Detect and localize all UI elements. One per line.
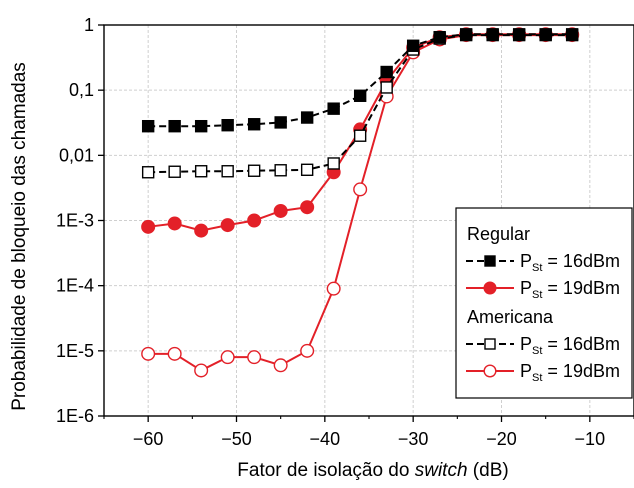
legend-entry-label: PSt = 19dBm <box>520 361 620 384</box>
data-point <box>353 89 367 102</box>
series-0 <box>141 28 579 133</box>
data-point <box>327 157 340 170</box>
data-point <box>300 163 314 176</box>
legend-box <box>455 207 633 399</box>
data-point <box>273 203 288 218</box>
data-point <box>274 164 287 177</box>
y-tick-label: 1E-3 <box>56 211 94 231</box>
legend-group-title: Americana <box>467 307 554 327</box>
data-point <box>247 118 261 131</box>
x-tick-label: −10 <box>575 429 606 449</box>
y-tick-label: 1E-4 <box>56 276 94 296</box>
x-tick-labels: −60 −50 −40 −30 −20 −10 <box>133 429 605 449</box>
data-point <box>326 281 341 296</box>
data-point <box>483 281 497 295</box>
data-point <box>327 102 340 115</box>
x-tick-label: −40 <box>310 429 341 449</box>
x-tick-label: −50 <box>221 429 252 449</box>
data-point <box>273 358 288 373</box>
legend-entry-label: PSt = 16dBm <box>520 334 620 357</box>
series-layer <box>141 27 580 378</box>
axis-ticks <box>98 24 634 422</box>
y-tick-label: 0,01 <box>59 145 94 165</box>
data-point <box>565 28 579 41</box>
data-point <box>221 165 234 178</box>
data-point <box>141 119 155 133</box>
data-point <box>220 350 235 365</box>
data-point <box>353 182 368 197</box>
data-point <box>167 216 182 231</box>
series-line <box>148 33 573 128</box>
data-point <box>484 255 496 267</box>
data-point <box>221 119 234 132</box>
y-tick-label: 1 <box>84 15 94 35</box>
legend-group-title: Regular <box>467 224 530 244</box>
data-point <box>167 346 182 361</box>
data-point <box>300 111 314 124</box>
data-point <box>194 223 209 238</box>
legend-entry-label: PSt = 19dBm <box>520 278 620 301</box>
x-tick-label: −60 <box>133 429 164 449</box>
data-point <box>247 350 262 365</box>
y-tick-label: 1E-6 <box>56 406 94 426</box>
data-point <box>247 164 261 177</box>
data-point <box>433 30 446 44</box>
data-point <box>274 116 287 129</box>
legend: Regular PSt = 16dBm PSt = 19dBm Americana PS… <box>455 207 633 399</box>
data-point <box>512 28 526 41</box>
data-point <box>353 129 367 142</box>
data-point <box>406 39 420 52</box>
y-tick-label: 0,1 <box>69 80 94 100</box>
y-axis-label: Probabilidade de bloqueio das chamadas <box>9 62 30 411</box>
data-point <box>486 28 499 41</box>
data-point <box>483 364 497 378</box>
data-point <box>220 218 235 233</box>
data-point <box>300 200 315 215</box>
data-point <box>247 213 262 228</box>
x-tick-label: −30 <box>398 429 429 449</box>
data-point <box>380 81 393 94</box>
data-point <box>168 119 181 133</box>
x-axis-label: Fator de isolação do switch (dB) <box>237 460 508 481</box>
data-point <box>141 166 155 179</box>
data-point <box>194 363 209 378</box>
data-point <box>141 346 156 361</box>
data-point <box>194 165 208 178</box>
legend-entry-label: PSt = 16dBm <box>520 251 620 274</box>
data-point <box>539 28 552 41</box>
y-tick-labels: 1E-6 1E-5 1E-4 1E-3 0,01 0,1 1 <box>56 15 94 426</box>
data-point <box>168 165 181 178</box>
data-point <box>459 28 473 41</box>
data-point <box>194 119 208 133</box>
y-tick-label: 1E-5 <box>56 341 94 361</box>
x-tick-label: −20 <box>486 429 517 449</box>
series-line <box>148 34 573 174</box>
data-point <box>141 219 156 234</box>
data-point <box>380 65 393 79</box>
data-point <box>484 338 496 350</box>
data-point <box>300 343 315 358</box>
